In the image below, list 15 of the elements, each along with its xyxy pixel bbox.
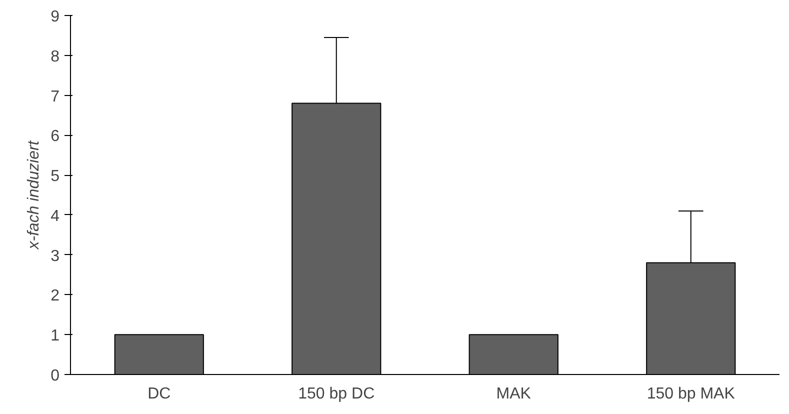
y-tick-label: 0 xyxy=(50,368,60,384)
y-axis-title: x-fach induziert xyxy=(26,140,43,250)
x-tick-label: 150 bp DC xyxy=(298,386,375,402)
y-tick-label: 9 xyxy=(50,8,60,26)
y-tick-label: 5 xyxy=(50,168,60,186)
y-tick-label: 7 xyxy=(50,88,60,106)
x-tick-label: MAK xyxy=(496,386,532,402)
y-tick-label: 3 xyxy=(50,248,60,265)
y-tick-label: 2 xyxy=(50,288,60,305)
y-tick-label: 8 xyxy=(50,48,60,66)
y-tick-label: 6 xyxy=(50,128,60,146)
x-tick-label: DC xyxy=(148,386,171,402)
y-tick-label: 4 xyxy=(50,208,60,225)
x-tick-label: 150 bp MAK xyxy=(646,386,736,402)
y-tick-label: 1 xyxy=(50,328,60,345)
